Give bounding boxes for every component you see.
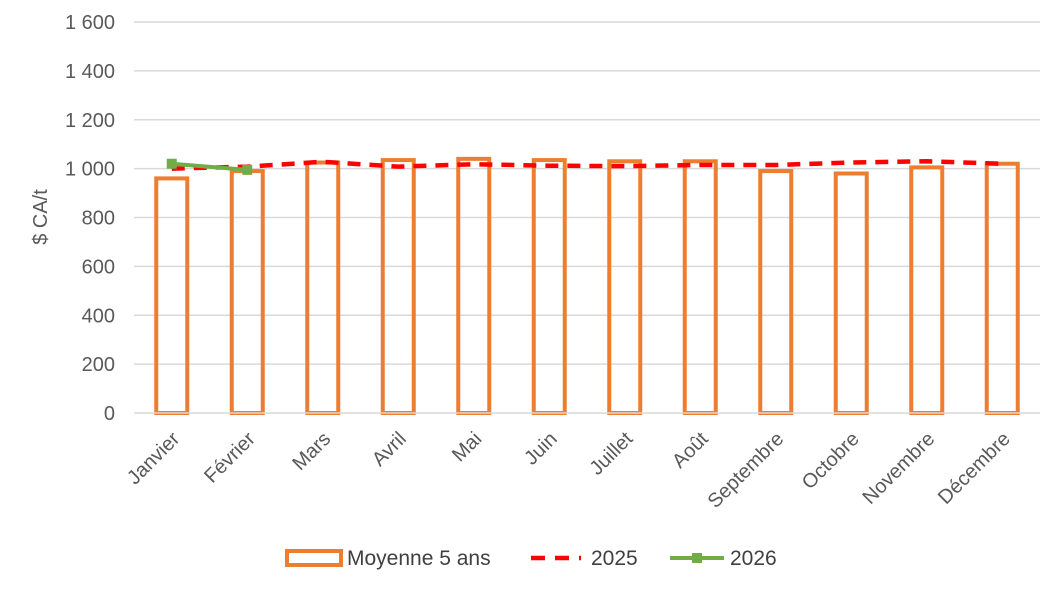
y-tick-label: 1 200 bbox=[65, 110, 115, 132]
x-tick-label: Février bbox=[200, 428, 260, 488]
y-tick-label: 400 bbox=[82, 305, 115, 327]
bar bbox=[229, 169, 265, 415]
y-tick-label: 800 bbox=[82, 208, 115, 230]
y-tick-label: 1 000 bbox=[65, 159, 115, 181]
bar bbox=[758, 169, 794, 415]
legend-marker bbox=[692, 553, 702, 563]
x-tick-label: Septembre bbox=[704, 428, 789, 513]
legend-label: 2025 bbox=[591, 547, 638, 570]
x-tick-label: Juin bbox=[520, 428, 562, 470]
bar bbox=[984, 161, 1020, 415]
x-tick-label: Janvier bbox=[123, 428, 184, 489]
series-point bbox=[242, 164, 253, 175]
bar-series bbox=[154, 156, 1020, 415]
legend-swatch bbox=[285, 549, 343, 567]
bar bbox=[380, 158, 416, 415]
bar bbox=[607, 159, 643, 415]
legend: Moyenne 5 ans 2025 2026 bbox=[285, 547, 777, 570]
bar bbox=[456, 156, 492, 415]
y-tick-label: 1 600 bbox=[65, 12, 115, 34]
bar bbox=[682, 159, 718, 415]
y-tick-label: 0 bbox=[104, 403, 115, 425]
legend-label: Moyenne 5 ans bbox=[347, 547, 491, 570]
y-axis-ticks: 0 200 400 600 800 1 000 1 200 1 400 1 600 bbox=[65, 12, 115, 425]
x-tick-label: Avril bbox=[368, 428, 411, 471]
gridlines bbox=[134, 21, 1040, 365]
x-tick-label: Novembre bbox=[858, 428, 939, 509]
x-tick-label: Mars bbox=[288, 428, 335, 475]
series-point bbox=[166, 158, 177, 169]
x-tick-label: Août bbox=[668, 428, 713, 473]
y-tick-label: 1 400 bbox=[65, 61, 115, 83]
x-axis-ticks: Janvier Février Mars Avril Mai Juin Juillet Aoû… bbox=[123, 428, 1015, 513]
y-axis-title: $ CA/t bbox=[30, 189, 52, 245]
line-series bbox=[166, 158, 1003, 175]
bar bbox=[305, 160, 341, 415]
x-tick-label: Décembre bbox=[934, 428, 1015, 509]
x-tick-label: Mai bbox=[448, 428, 486, 466]
bar bbox=[531, 158, 567, 415]
y-tick-label: 600 bbox=[82, 256, 115, 278]
x-tick-label: Juillet bbox=[586, 428, 638, 480]
legend-label: 2026 bbox=[730, 547, 777, 570]
bar bbox=[833, 171, 869, 415]
x-tick-label: Octobre bbox=[798, 428, 864, 494]
bar bbox=[154, 176, 190, 415]
bar bbox=[909, 165, 945, 415]
series-line bbox=[171, 161, 248, 172]
series-line bbox=[171, 159, 1003, 171]
y-tick-label: 200 bbox=[82, 354, 115, 376]
